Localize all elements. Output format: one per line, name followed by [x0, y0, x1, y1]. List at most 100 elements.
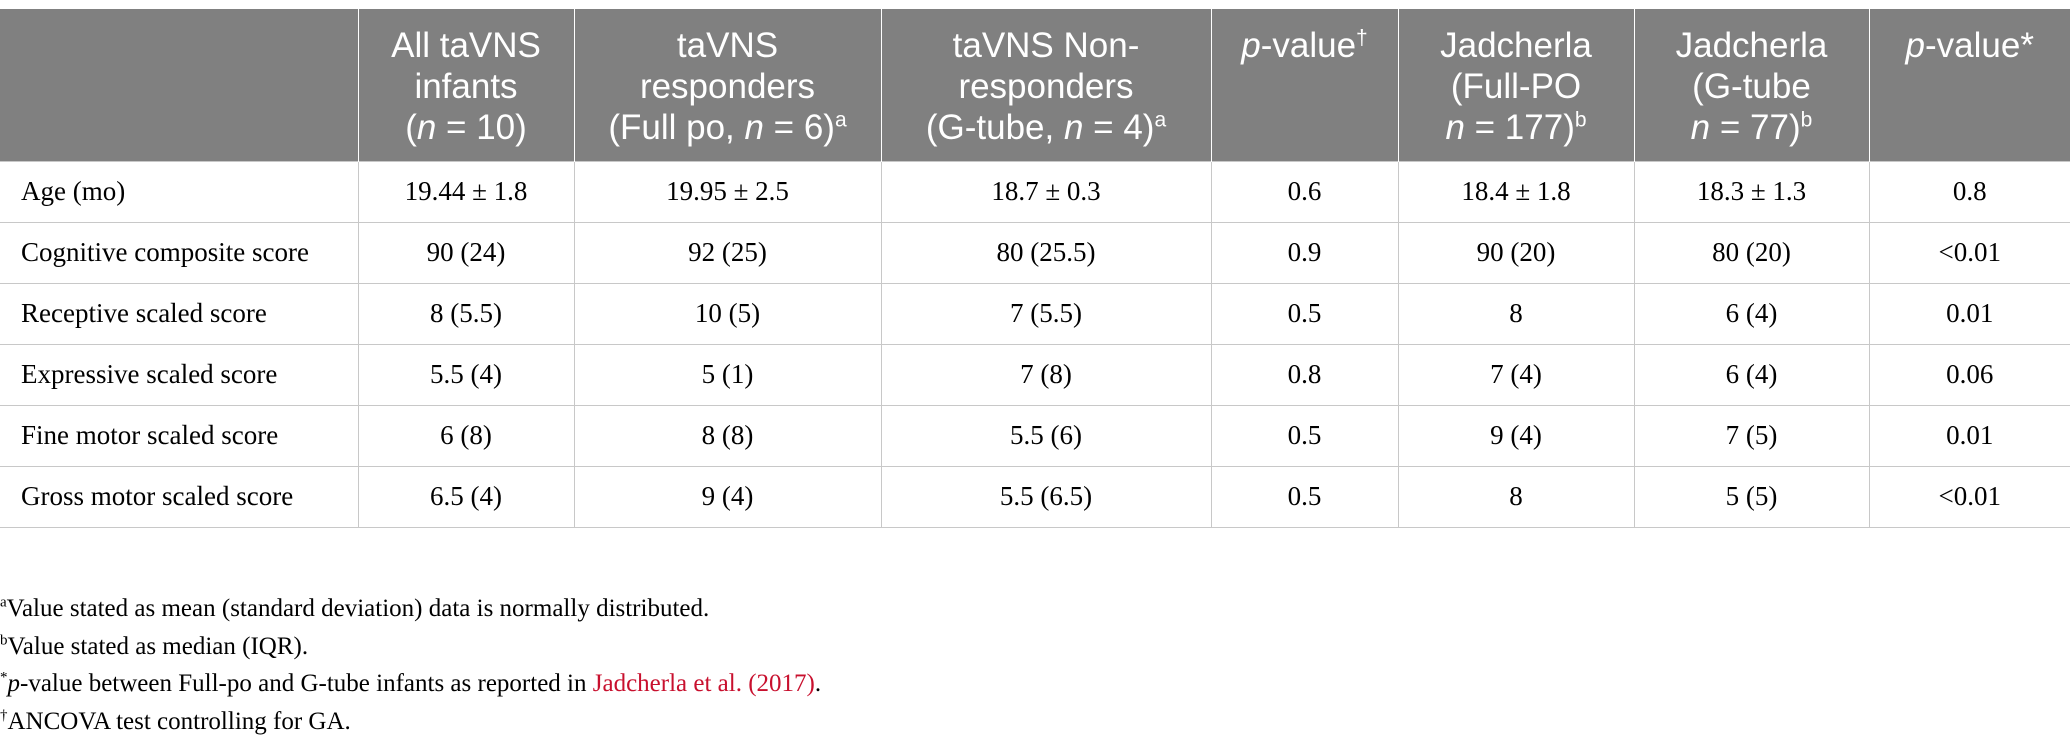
text-segment: n [1063, 108, 1084, 147]
table-cell: 90 (20) [1397, 221, 1635, 284]
row-label: Fine motor scaled score [0, 404, 359, 467]
table-cell: 80 (25.5) [880, 221, 1212, 284]
table-cell: 5.5 (4) [357, 343, 575, 406]
text-segment: b [1800, 108, 1813, 132]
row-label: Receptive scaled score [0, 282, 359, 345]
text-segment: n [1690, 108, 1711, 147]
header-line: p-value† [1216, 25, 1394, 66]
header-line: taVNS [579, 25, 877, 66]
table-cell: <0.01 [1868, 465, 2070, 528]
text-segment: b [0, 632, 8, 649]
text-segment: p [7, 670, 21, 697]
table-cell: 18.3 ± 1.3 [1633, 160, 1870, 223]
text-segment: = 77) [1710, 108, 1801, 147]
table-cell: 9 (4) [1397, 404, 1635, 467]
table-cell: 6 (4) [1633, 343, 1870, 406]
table-cell: 7 (5) [1633, 404, 1870, 467]
table-cell: 5 (5) [1633, 465, 1870, 528]
text-segment: a [0, 594, 7, 611]
text-segment: responders [958, 67, 1134, 106]
text-segment: Value stated as mean (standard deviation… [6, 595, 710, 622]
table-cell: 0.5 [1210, 465, 1399, 528]
table-cell: 19.44 ± 1.8 [357, 160, 575, 223]
footnote: bValue stated as median (IQR). [0, 628, 821, 666]
header-row: All taVNS infants (n = 10) taVNS responders(… [0, 9, 2070, 161]
header-cell: taVNS responders (Full po, n = 6)a [573, 9, 881, 161]
header-line: Jadcherla [1403, 25, 1630, 66]
row-label: Expressive scaled score [0, 343, 359, 406]
table-cell: 5.5 (6.5) [880, 465, 1212, 528]
text-segment: a [834, 108, 847, 132]
text-segment: Jadcherla [1440, 26, 1592, 65]
header-cell: p-value* [1868, 9, 2070, 161]
table-cell: 0.06 [1868, 343, 2070, 406]
header-line: n = 177)b [1403, 107, 1630, 148]
text-segment: taVNS [676, 26, 779, 65]
table-cell: 7 (4) [1397, 343, 1635, 406]
table-cell: 10 (5) [573, 282, 882, 345]
header-line: responders [579, 66, 877, 107]
header-cell: Jadcherla (Full-PO n = 177)b [1397, 9, 1634, 161]
header-line: (G-tube [1639, 66, 1865, 107]
text-segment: -value [1260, 26, 1357, 65]
table-cell: 8 (8) [573, 404, 882, 467]
table-cell: 7 (5.5) [880, 282, 1212, 345]
table-cell: <0.01 [1868, 221, 2070, 284]
text-segment: (G-tube [1692, 67, 1811, 106]
text-segment: p [1905, 26, 1925, 65]
table-cell: 5 (1) [573, 343, 882, 406]
table-row: Gross motor scaled score 6.5 (4) 9 (4) 5.5 … [0, 465, 2070, 528]
table-cell: 0.5 [1210, 404, 1399, 467]
text-segment: a [1154, 108, 1167, 132]
table-cell: 7 (8) [880, 343, 1212, 406]
table-cell: 6 (4) [1633, 282, 1870, 345]
header-line: n = 77)b [1639, 107, 1865, 148]
table-cell: 80 (20) [1633, 221, 1870, 284]
text-segment: . [814, 670, 822, 697]
table-row: Expressive scaled score 5.5 (4) 5 (1) 7 (8)… [0, 343, 2070, 406]
table-cell: 6.5 (4) [357, 465, 575, 528]
header-line: (Full po, n = 6)a [579, 107, 877, 148]
text-segment: (Full-PO [1450, 67, 1582, 106]
header-cell: p-value† [1210, 9, 1398, 161]
text-segment: * [0, 669, 8, 686]
text-segment: ANCOVA test controlling for GA. [7, 707, 351, 735]
text-segment: n [1445, 108, 1465, 147]
footnote: aValue stated as mean (standard deviatio… [0, 590, 821, 628]
header-line: infants [363, 66, 570, 107]
table-cell: 5.5 (6) [880, 404, 1212, 467]
data-table: All taVNS infants (n = 10) taVNS responders(… [0, 9, 2070, 528]
header-line: (Full-PO [1403, 66, 1630, 107]
table-cell: 18.7 ± 0.3 [880, 160, 1212, 223]
table-cell: 0.9 [1210, 221, 1399, 284]
row-label: Gross motor scaled score [0, 465, 359, 528]
table-cell: 19.95 ± 2.5 [573, 160, 882, 223]
table-row: Fine motor scaled score 6 (8) 8 (8) 5.5 (6)… [0, 404, 2070, 467]
table-body: Age (mo) 19.44 ± 1.8 19.95 ± 2.5 18.7 ± 0.3… [0, 160, 2070, 528]
table-cell: 0.6 [1210, 160, 1399, 223]
text-segment: † [1356, 26, 1368, 50]
table-cell: 6 (8) [357, 404, 575, 467]
text-segment: Jadcherla [1675, 26, 1828, 65]
footnote: †ANCOVA test controlling for GA. [0, 703, 821, 741]
table-cell: 0.8 [1868, 160, 2070, 223]
text-segment: All taVNS [391, 26, 541, 65]
row-label: Age (mo) [0, 160, 359, 223]
header-line: p-value* [1874, 25, 2067, 66]
text-segment: n [416, 108, 437, 147]
text-segment: (G-tube, [925, 108, 1064, 147]
table-cell: 8 [1397, 282, 1635, 345]
link: Jadcherla et al. (2017) [592, 670, 815, 697]
table-cell: 8 [1397, 465, 1635, 528]
header-line: Jadcherla [1639, 25, 1865, 66]
text-segment: -value* [1925, 26, 2034, 65]
header-line: responders [886, 66, 1207, 107]
table-cell: 0.8 [1210, 343, 1399, 406]
header-cell: Jadcherla (G-tube n = 77)b [1633, 9, 1869, 161]
table-cell: 0.5 [1210, 282, 1399, 345]
header-cell [0, 9, 358, 161]
header-line: (n = 10) [363, 107, 570, 148]
header-line: (G-tube, n = 4)a [886, 107, 1207, 148]
text-segment: (Full po, [608, 108, 745, 147]
